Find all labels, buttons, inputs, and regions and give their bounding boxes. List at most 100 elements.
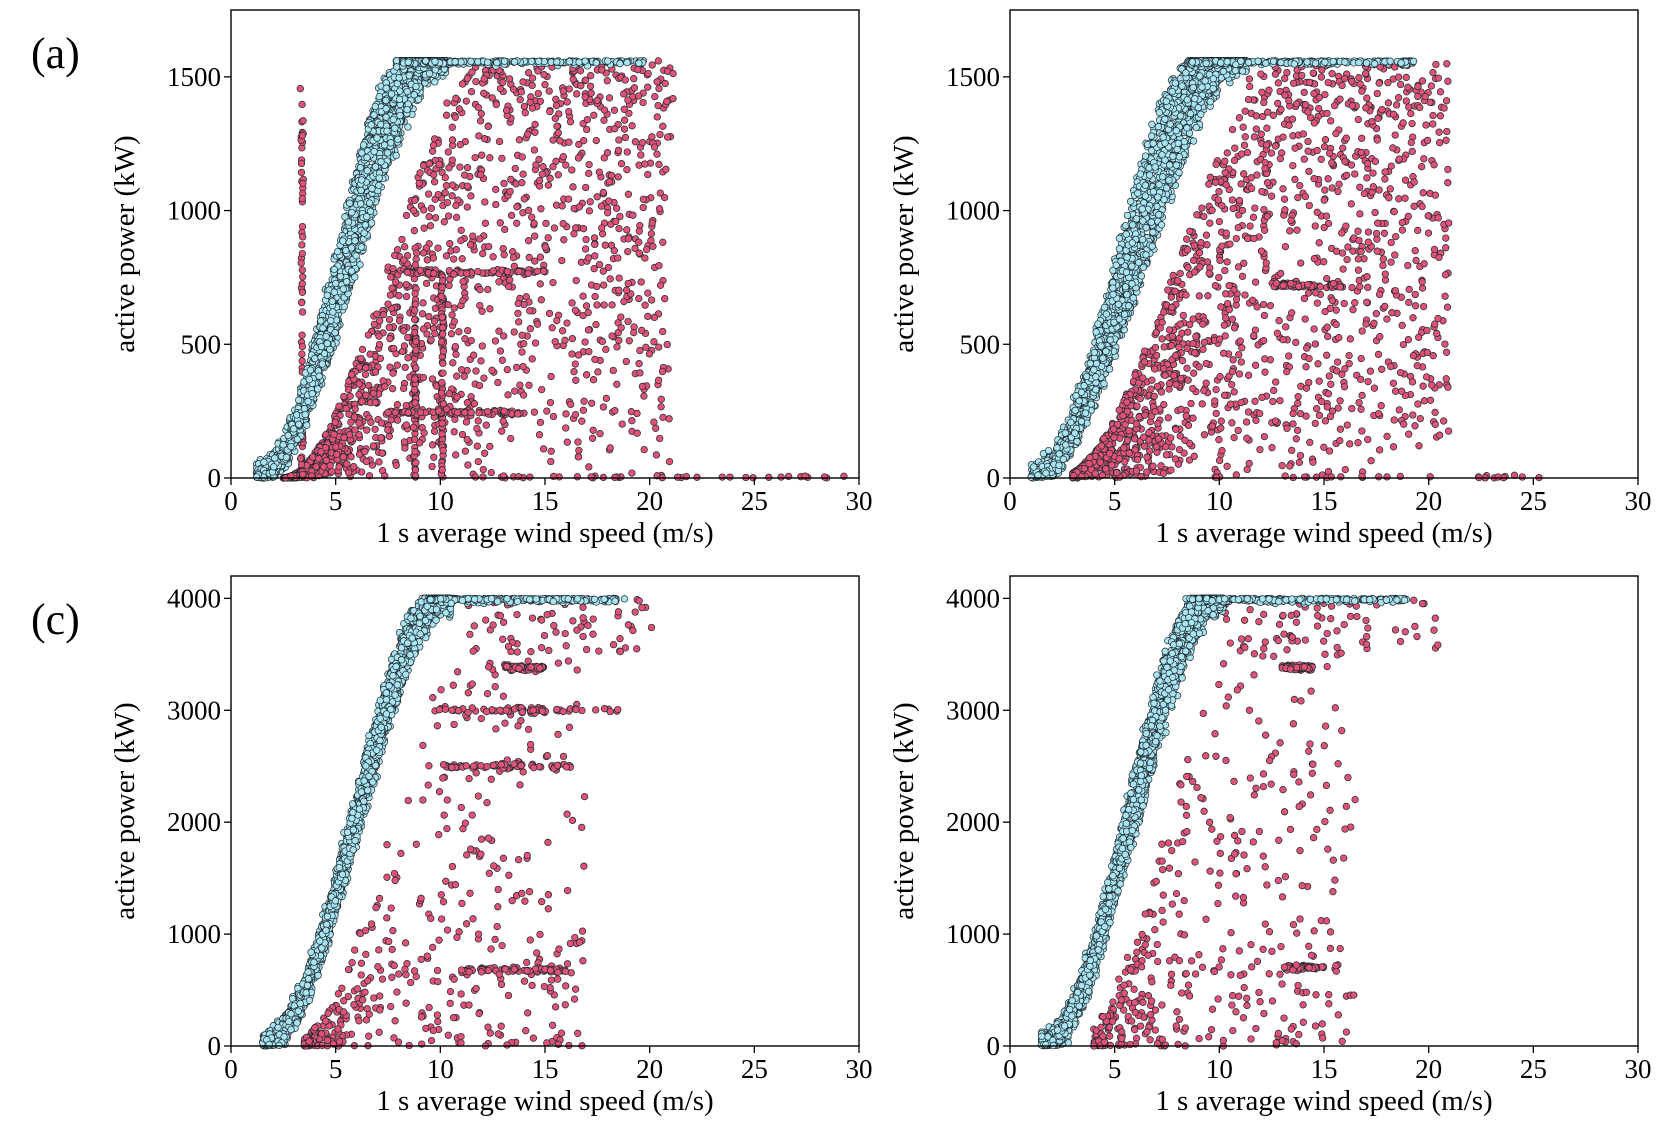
normal-point [327,316,335,325]
anomaly-point [553,122,561,130]
normal-point [581,57,589,65]
anomaly-point [299,470,307,479]
anomaly-point [551,338,559,346]
normal-point [348,208,356,217]
anomaly-point [587,89,595,97]
anomaly-point [511,387,519,395]
anomaly-point [559,220,567,228]
x-tick-label: 20 [636,486,663,516]
normal-point [357,186,365,194]
anomaly-point [355,419,363,427]
normal-point [425,69,434,78]
anomaly-point [584,326,593,334]
anomaly-point [599,188,607,197]
anomaly-point [435,407,443,415]
anomaly-point [617,160,626,168]
anomaly-point [650,338,658,346]
anomaly-point [611,407,619,415]
anomaly-point [298,132,307,140]
anomaly-point [549,163,557,171]
anomaly-point [483,407,492,416]
anomaly-point [640,392,648,400]
normal-point [352,252,360,260]
anomaly-point [460,372,468,380]
anomaly-point [645,350,654,358]
anomaly-point [298,288,307,296]
anomaly-point [595,260,604,269]
anomaly-point [463,269,471,278]
anomaly-point [650,313,659,322]
anomaly-point [438,419,446,427]
anomaly-point [401,243,409,251]
anomaly-point [514,309,522,318]
normal-point [431,57,439,66]
normal-point [575,58,583,66]
anomaly-point [429,141,438,149]
anomaly-point [412,249,421,257]
normal-point [403,87,411,96]
anomaly-point [563,438,571,446]
anomaly-point [601,241,609,249]
anomaly-point [628,469,636,477]
anomaly-point [589,426,597,434]
anomaly-point [655,261,663,270]
anomaly-point [411,261,420,269]
anomaly-point [546,398,555,407]
anomaly-point [445,164,453,172]
anomaly-point [1399,340,1408,349]
normal-point [393,63,401,71]
anomaly-point [505,282,513,291]
normal-point [527,57,536,66]
anomaly-point [638,382,647,391]
anomaly-point [520,300,528,309]
normal-point [308,390,316,398]
anomaly-point [599,403,608,411]
anomaly-point [297,454,305,463]
anomaly-point [585,169,593,178]
anomaly-point [1250,133,1259,141]
y-tick-label: 500 [181,329,222,359]
anomaly-point [476,286,484,294]
anomaly-point [605,197,613,205]
anomaly-point [492,185,500,194]
anomaly-point [573,90,581,98]
anomaly-point [401,363,409,372]
anomaly-point [641,301,649,309]
normal-point [343,278,351,286]
anomaly-point [438,313,446,321]
anomaly-point [469,351,478,359]
anomaly-point [375,458,383,466]
anomaly-point [518,348,526,356]
anomaly-point [513,219,521,227]
anomaly-point [606,444,614,452]
anomaly-point [340,433,348,442]
anomaly-point [474,457,482,466]
anomaly-point [409,207,418,215]
anomaly-point [636,346,644,355]
anomaly-point [411,289,419,298]
anomaly-point [653,113,661,121]
anomaly-point [355,431,363,439]
anomaly-point [411,196,419,204]
anomaly-point [519,391,528,399]
anomaly-point [608,332,616,340]
anomaly-point [588,434,597,442]
anomaly-point [423,256,431,264]
anomaly-point [1315,377,1323,385]
anomaly-point [654,57,662,65]
anomaly-point [1281,74,1289,83]
anomaly-point [460,171,469,179]
anomaly-point [655,205,664,213]
anomaly-point [659,327,667,336]
anomaly-point [582,183,590,192]
normal-point [347,244,356,252]
anomaly-point [693,473,701,481]
anomaly-point [658,367,667,376]
anomaly-point [393,361,401,369]
anomaly-point [477,110,485,118]
anomaly-point [623,166,631,174]
anomaly-point [546,174,554,182]
anomaly-point [661,79,669,88]
anomaly-point [425,312,433,321]
anomaly-point [777,473,785,481]
